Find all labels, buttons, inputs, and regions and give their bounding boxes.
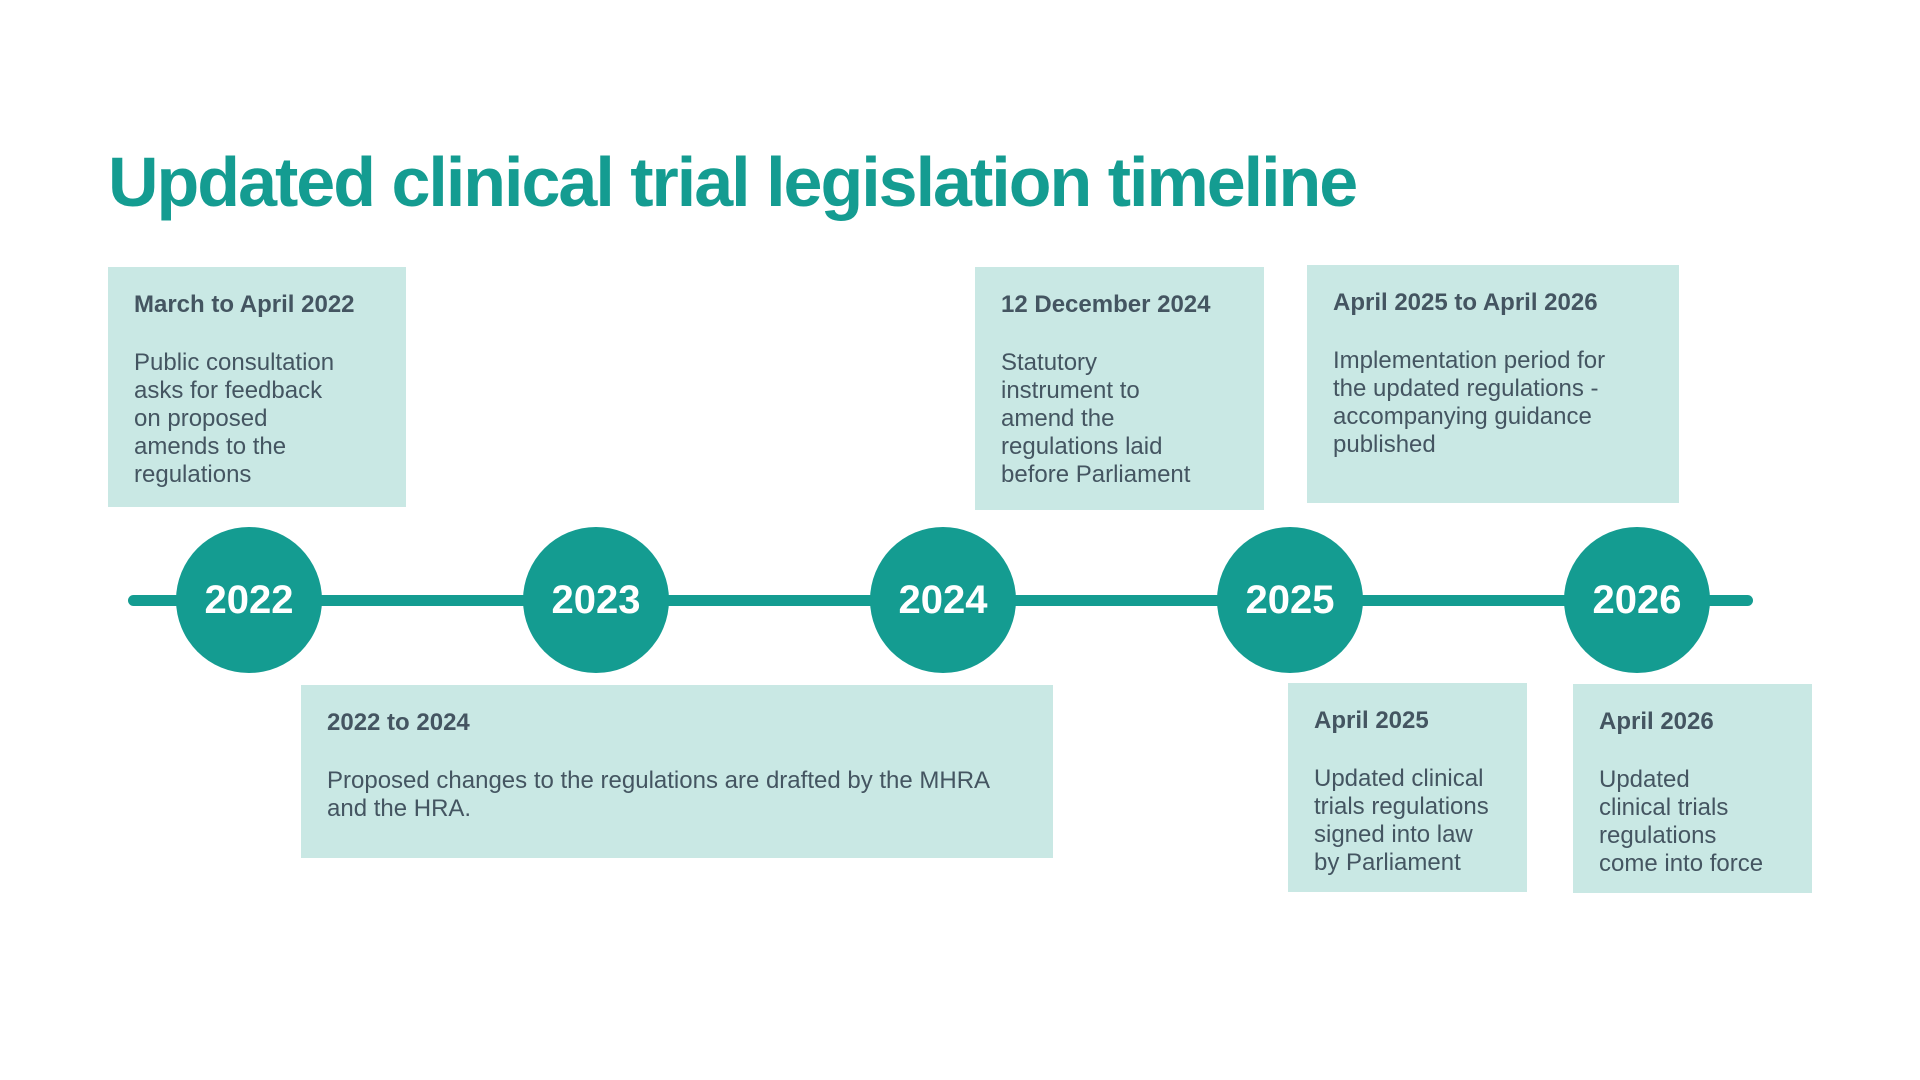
event-box-april-2025-to-april-2026: April 2025 to April 2026 Implementation … [1307,265,1679,503]
event-body: Updated clinical trials regulations sign… [1314,765,1489,876]
year-label: 2024 [898,577,988,622]
year-circle-2026: 2026 [1564,527,1710,673]
event-heading: March to April 2022 [134,291,355,318]
event-heading: April 2025 [1314,707,1429,734]
event-heading: 2022 to 2024 [327,709,470,736]
event-box-2022-to-2024: 2022 to 2024 Proposed changes to the reg… [301,685,1053,858]
year-label: 2026 [1592,577,1682,622]
year-label: 2023 [551,577,641,622]
event-box-march-april-2022: March to April 2022 Public consultation … [108,267,406,507]
event-body: Updated clinical trials regulations come… [1599,766,1764,877]
event-heading: April 2025 to April 2026 [1333,289,1598,316]
event-body: Statutory instrument to amend the regula… [1001,349,1191,488]
event-box-april-2026: April 2026 Updated clinical trials regul… [1573,684,1812,893]
event-box-12-december-2024: 12 December 2024 Statutory instrument to… [975,267,1264,510]
event-heading: April 2026 [1599,708,1714,735]
year-label: 2025 [1245,577,1335,622]
event-body: Proposed changes to the regulations are … [327,767,991,822]
year-circle-2024: 2024 [870,527,1016,673]
page-title: Updated clinical trial legislation timel… [108,142,1358,221]
event-box-april-2025: April 2025 Updated clinical trials regul… [1288,683,1527,892]
event-body: Public consultation asks for feedback on… [134,349,335,488]
year-circle-2025: 2025 [1217,527,1363,673]
year-circle-2022: 2022 [176,527,322,673]
year-label: 2022 [204,577,294,622]
year-circle-2023: 2023 [523,527,669,673]
event-body: Implementation period for the updated re… [1333,347,1606,458]
event-heading: 12 December 2024 [1001,291,1211,318]
